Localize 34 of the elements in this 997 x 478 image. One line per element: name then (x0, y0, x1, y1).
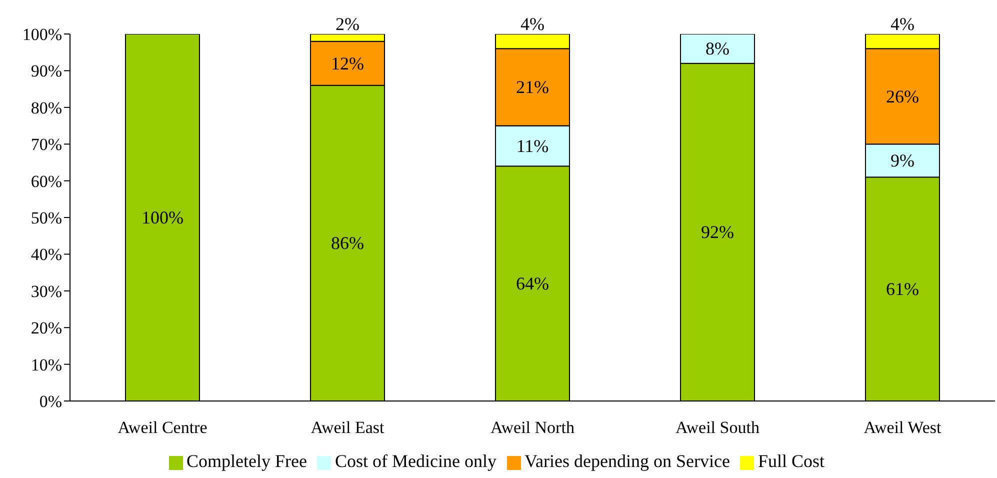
data-label: 12% (331, 53, 364, 74)
y-tick-label: 50% (30, 208, 62, 228)
data-label: 9% (890, 150, 914, 171)
data-label: 21% (516, 77, 549, 98)
legend-label: Full Cost (758, 451, 824, 471)
legend-label: Completely Free (186, 451, 308, 471)
y-tick-label: 70% (30, 135, 62, 154)
data-label: 92% (701, 222, 734, 242)
legend-label: Varies depending on Service (524, 451, 730, 471)
y-tick-label: 90% (30, 62, 62, 81)
y-tick-label: 80% (30, 98, 62, 118)
y-tick-label: 0% (39, 392, 62, 412)
y-tick-label: 20% (30, 318, 62, 338)
data-label: 86% (331, 233, 364, 254)
data-label: 64% (516, 274, 549, 294)
data-label: 4% (520, 14, 544, 34)
data-label: 4% (890, 14, 914, 34)
y-tick-label: 10% (30, 355, 62, 374)
x-tick-label: Aweil Centre (118, 418, 208, 438)
y-tick-label: 30% (30, 282, 62, 301)
y-tick-label: 100% (22, 25, 62, 44)
x-tick-label: Aweil North (490, 418, 575, 438)
data-label: 61% (886, 279, 919, 300)
x-tick-label: Aweil West (864, 418, 942, 438)
y-tick-label: 60% (30, 172, 62, 191)
legend-label: Cost of Medicine only (335, 451, 496, 471)
data-label: 26% (886, 86, 919, 106)
x-tick-label: Aweil South (676, 418, 760, 438)
data-label: 2% (336, 14, 360, 34)
data-label: 8% (706, 38, 730, 59)
data-label: 100% (142, 208, 184, 228)
data-label: 11% (516, 136, 549, 156)
y-tick-label: 40% (30, 245, 62, 264)
x-tick-label: Aweil East (310, 418, 385, 438)
